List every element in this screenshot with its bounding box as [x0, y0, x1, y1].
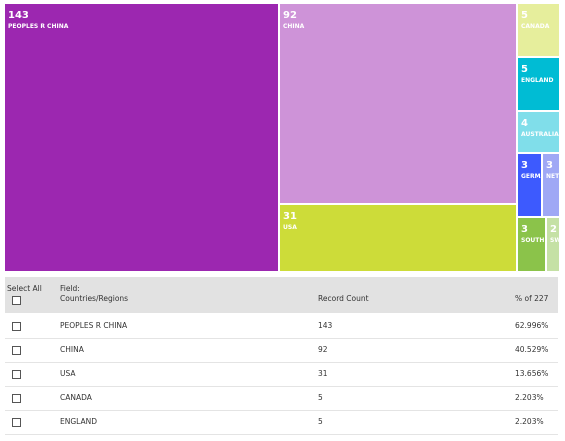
- count-header: Record Count: [318, 294, 369, 303]
- row-count: 92: [318, 345, 328, 354]
- cell-labels: 3 NETHERLANDS: [546, 160, 565, 180]
- cell-labels: 3 GERMANY: [521, 160, 555, 180]
- row-percent: 13.656%: [515, 369, 549, 378]
- cell-value: 2: [550, 224, 557, 235]
- field-name: Countries/Regions: [60, 294, 129, 303]
- cell-value: 5: [521, 64, 528, 75]
- table-header: [5, 277, 558, 313]
- select-all-checkbox[interactable]: [12, 296, 21, 305]
- treemap-cell[interactable]: [518, 58, 559, 110]
- cell-label: CHINA: [283, 23, 305, 30]
- row-name: CHINA: [60, 345, 84, 354]
- treemap-cell[interactable]: [518, 4, 559, 56]
- row-checkbox[interactable]: [12, 322, 21, 331]
- select-all-label: Select All: [7, 284, 42, 293]
- treemap-cell[interactable]: [280, 4, 516, 203]
- row-count: 5: [318, 417, 323, 426]
- row-name: ENGLAND: [60, 417, 98, 426]
- row-count: 5: [318, 393, 323, 402]
- treemap-cell[interactable]: [5, 4, 278, 271]
- row-checkbox[interactable]: [12, 418, 21, 427]
- row-checkbox[interactable]: [12, 394, 21, 403]
- cell-label: GERMANY: [521, 173, 555, 180]
- cell-labels: 4 AUSTRALIA: [521, 118, 559, 138]
- cell-labels: 3 SOUTH KOREA: [521, 224, 565, 244]
- row-percent: 2.203%: [515, 417, 544, 426]
- cell-labels: 5 CANADA: [521, 10, 550, 30]
- cell-labels: 92 CHINA: [283, 10, 305, 30]
- cell-value: 143: [8, 10, 29, 21]
- treemap-cell[interactable]: [547, 218, 559, 271]
- cell-labels: 2 SWITZERLAND: [550, 224, 565, 244]
- cell-label: SOUTH KOREA: [521, 237, 565, 244]
- table-row: [5, 410, 558, 435]
- treemap-cell[interactable]: [543, 154, 559, 216]
- cell-labels: 31 USA: [283, 211, 297, 231]
- treemap-cell[interactable]: [518, 112, 559, 152]
- row-name: CANADA: [60, 393, 92, 402]
- table-row: [5, 314, 558, 339]
- row-percent: 2.203%: [515, 393, 544, 402]
- cell-label: PEOPLES R CHINA: [8, 23, 69, 30]
- row-percent: 62.996%: [515, 321, 549, 330]
- cell-value: 5: [521, 10, 528, 21]
- cell-label: ENGLAND: [521, 77, 554, 84]
- cell-label: USA: [283, 224, 297, 231]
- cell-label: CANADA: [521, 23, 550, 30]
- row-name: USA: [60, 369, 76, 378]
- cell-value: 92: [283, 10, 297, 21]
- percent-header: % of 227: [515, 294, 549, 303]
- row-name: PEOPLES R CHINA: [60, 321, 128, 330]
- treemap-cell[interactable]: [518, 154, 541, 216]
- table-row: [5, 386, 558, 411]
- table-row: [5, 338, 558, 363]
- table-row: [5, 362, 558, 387]
- row-percent: 40.529%: [515, 345, 549, 354]
- treemap: 143 PEOPLES R CHINA 92 CHINA 31 USA 5 CANADA 5 EN…: [5, 4, 565, 271]
- row-count: 31: [318, 369, 328, 378]
- cell-label: SWITZERLAND: [550, 237, 565, 244]
- cell-label: NETHERLANDS: [546, 173, 565, 180]
- cell-value: 4: [521, 118, 528, 129]
- row-count: 143: [318, 321, 333, 330]
- treemap-cell[interactable]: [280, 205, 516, 271]
- cell-value: 3: [546, 160, 553, 171]
- cell-label: AUSTRALIA: [521, 131, 559, 138]
- row-checkbox[interactable]: [12, 346, 21, 355]
- cell-value: 31: [283, 211, 297, 222]
- cell-labels: 143 PEOPLES R CHINA: [8, 10, 69, 30]
- row-checkbox[interactable]: [12, 370, 21, 379]
- cell-value: 3: [521, 160, 528, 171]
- cell-labels: 5 ENGLAND: [521, 64, 554, 84]
- field-label: Field:: [60, 284, 80, 293]
- treemap-cell[interactable]: [518, 218, 545, 271]
- cell-value: 3: [521, 224, 528, 235]
